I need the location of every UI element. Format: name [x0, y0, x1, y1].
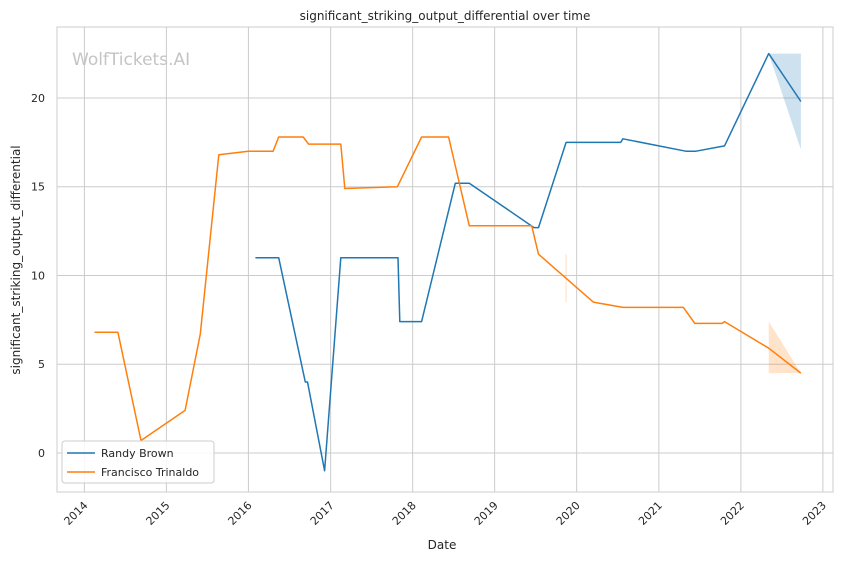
- x-tick-label-2017: 2017: [308, 499, 337, 528]
- y-tick-label-5: 5: [38, 358, 45, 371]
- x-axis-label: Date: [428, 538, 457, 552]
- y-axis-label: significant_striking_output_differential: [9, 145, 23, 374]
- y-axis-ticks: 0 5 10 15 20: [31, 92, 45, 460]
- x-tick-label-2018: 2018: [390, 499, 419, 528]
- x-tick-label-2020: 2020: [554, 499, 583, 528]
- line-francisco-trinaldo: [94, 136, 802, 442]
- legend-box: [61, 440, 215, 484]
- legend-label-randy-brown: Randy Brown: [101, 447, 174, 460]
- series-lines: [94, 52, 802, 472]
- x-tick-label-2019: 2019: [472, 499, 501, 528]
- band-francisco-trinaldo: [768, 321, 801, 374]
- x-tick-label-2015: 2015: [144, 499, 173, 528]
- y-tick-label-15: 15: [31, 181, 45, 194]
- legend-label-francisco-trinaldo: Francisco Trinaldo: [101, 466, 199, 479]
- x-tick-label-2023: 2023: [800, 499, 829, 528]
- legend: Randy Brown Francisco Trinaldo: [61, 440, 215, 484]
- y-tick-label-10: 10: [31, 269, 45, 282]
- x-tick-label-2021: 2021: [636, 499, 665, 528]
- plot-area: [56, 26, 834, 493]
- band-randy-brown: [768, 53, 801, 150]
- x-tick-label-2014: 2014: [62, 499, 91, 528]
- x-tick-label-2016: 2016: [226, 499, 255, 528]
- line-randy-brown: [255, 52, 802, 472]
- y-tick-label-0: 0: [38, 447, 45, 460]
- chart-title: significant_striking_output_differential…: [300, 9, 591, 23]
- x-tick-label-2022: 2022: [718, 499, 747, 528]
- y-tick-label-20: 20: [31, 92, 45, 105]
- watermark: WolfTickets.AI: [72, 50, 190, 70]
- x-axis-ticks: 2014 2015 2016 2017 2018 2019 2020 2021 2022 2023: [62, 499, 829, 528]
